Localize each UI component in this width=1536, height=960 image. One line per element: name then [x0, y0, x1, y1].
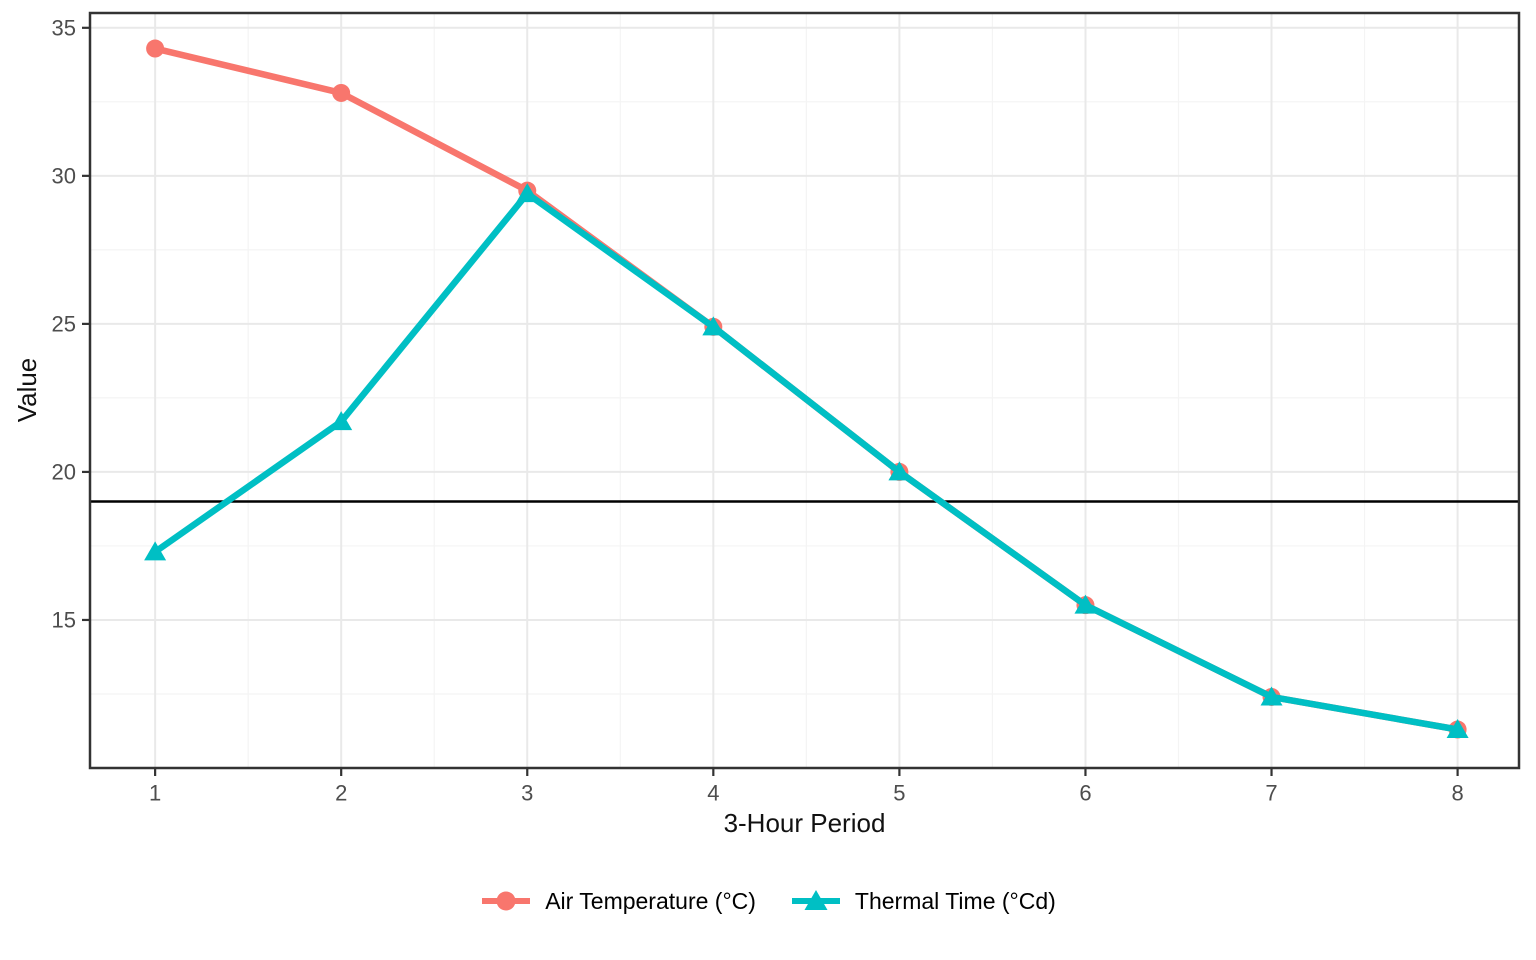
air-temperature-key-icon	[482, 891, 531, 911]
svg-text:6: 6	[1079, 781, 1091, 806]
svg-text:30: 30	[52, 163, 76, 188]
y-axis-title: Value	[12, 357, 42, 423]
svg-text:8: 8	[1451, 781, 1463, 806]
svg-text:20: 20	[52, 459, 76, 484]
svg-text:1: 1	[149, 781, 161, 806]
legend: Air Temperature (°C) Thermal Time (°Cd)	[0, 884, 1536, 918]
svg-text:4: 4	[707, 781, 719, 806]
plot-svg: 1 2 3 4 5 6 7 8 15 20 25 30 35	[52, 11, 1521, 806]
thermal-time-key-icon	[791, 890, 840, 910]
legend-label-thermal-time: Thermal Time (°Cd)	[854, 887, 1056, 914]
svg-text:2: 2	[335, 781, 347, 806]
x-axis-title: 3-Hour Period	[723, 808, 886, 838]
svg-text:7: 7	[1265, 781, 1277, 806]
legend-entry-air-temperature: Air Temperature (°C)	[480, 884, 756, 918]
svg-text:5: 5	[893, 781, 905, 806]
svg-text:25: 25	[52, 311, 76, 336]
svg-text:15: 15	[52, 607, 76, 632]
legend-entry-thermal-time: Thermal Time (°Cd)	[790, 884, 1056, 918]
svg-text:3: 3	[521, 781, 533, 806]
svg-text:35: 35	[52, 15, 76, 40]
legend-label-air-temperature: Air Temperature (°C)	[545, 887, 756, 914]
